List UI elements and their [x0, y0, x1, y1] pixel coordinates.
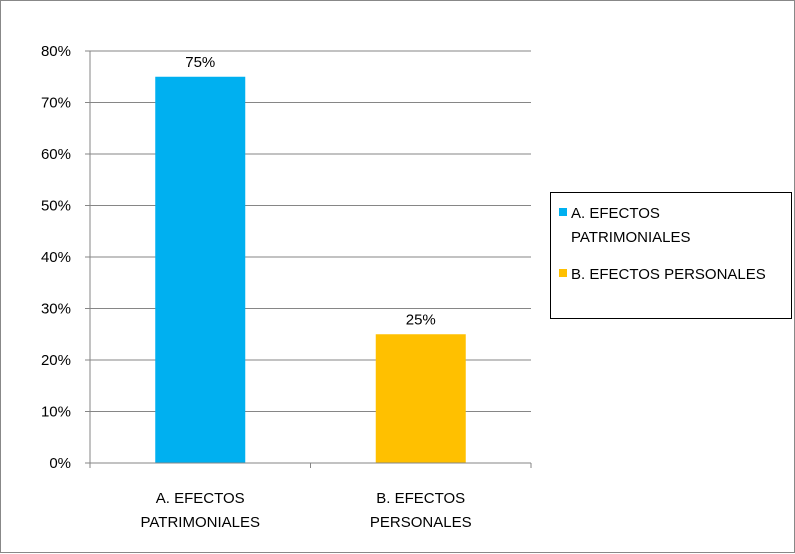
y-tick-label: 60%: [41, 146, 71, 163]
y-tick-label: 70%: [41, 95, 71, 112]
data-label: 25%: [406, 311, 436, 328]
y-tick-label: 0%: [49, 455, 71, 472]
x-tick-label: B. EFECTOS PERSONALES: [370, 490, 472, 531]
y-tick-label: 10%: [41, 404, 71, 421]
x-tick-label-line: A. EFECTOS: [156, 490, 245, 507]
y-tick-label: 50%: [41, 198, 71, 215]
y-tick-label: 80%: [41, 43, 71, 60]
legend-label-a-line-1: A. EFECTOS: [571, 205, 660, 222]
x-axis-ticks: A. EFECTOS PATRIMONIALES B. EFECTOS PERSONA…: [141, 490, 472, 531]
legend-swatch-b: [559, 269, 567, 277]
data-labels: 75% 25%: [185, 54, 436, 329]
bar: [375, 334, 466, 463]
legend-swatch-a: [559, 208, 567, 216]
axes: [89, 51, 532, 468]
legend-entry-a: A. EFECTOS PATRIMONIALES: [559, 202, 690, 250]
legend-entry-b: B. EFECTOS PERSONALES: [559, 263, 766, 287]
x-tick-label-line: PATRIMONIALES: [141, 514, 260, 531]
data-label: 75%: [185, 54, 215, 71]
legend: A. EFECTOS PATRIMONIALES B. EFECTOS PERS…: [550, 192, 792, 319]
legend-label-a: A. EFECTOS PATRIMONIALES: [571, 202, 690, 250]
x-tick-label: A. EFECTOS PATRIMONIALES: [141, 490, 260, 531]
bars: [155, 76, 466, 463]
y-tick-label: 20%: [41, 352, 71, 369]
x-tick-label-line: PERSONALES: [370, 514, 472, 531]
legend-label-a-line-2: PATRIMONIALES: [571, 229, 691, 246]
bar: [155, 76, 246, 463]
y-tick-label: 40%: [41, 249, 71, 266]
legend-label-b: B. EFECTOS PERSONALES: [571, 266, 766, 283]
y-tick-label: 30%: [41, 301, 71, 318]
x-tick-label-line: B. EFECTOS: [376, 490, 465, 507]
y-axis-ticks: 0% 10% 20% 30% 40% 50% 60% 70% 80%: [41, 43, 90, 472]
